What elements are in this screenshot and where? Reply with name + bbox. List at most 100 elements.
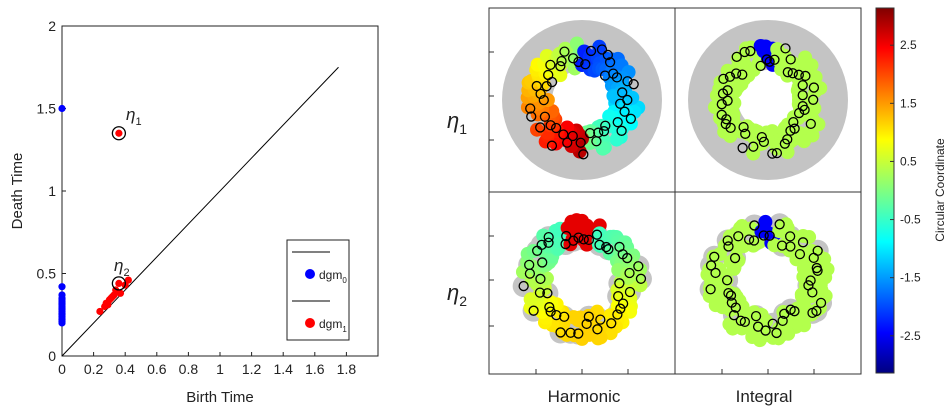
sample-point — [808, 94, 819, 105]
sample-point — [758, 136, 770, 148]
sample-point — [764, 56, 775, 67]
colorbar-gradient — [875, 7, 895, 374]
x-tick-label: 0 — [58, 361, 66, 377]
hole-h1 — [552, 70, 612, 130]
sample-point — [615, 303, 626, 314]
coordinate-sample — [746, 146, 761, 161]
sample-point — [535, 122, 546, 133]
sample-point — [724, 71, 736, 82]
sample-point — [812, 265, 823, 276]
eta1-symbol: η — [126, 105, 135, 124]
sample-point — [743, 234, 755, 245]
sample-point — [565, 327, 576, 338]
sample-point — [752, 321, 764, 332]
sample-point — [758, 230, 769, 241]
x-axis-label: Birth Time — [186, 389, 254, 406]
x-tick-label: 1.8 — [337, 361, 357, 377]
coordinate-sample — [802, 230, 817, 245]
sample-point — [524, 259, 535, 271]
legend-marker-dgm0 — [305, 269, 315, 279]
sample-point — [785, 241, 796, 252]
sample-point — [606, 318, 617, 329]
sample-point — [722, 235, 733, 246]
sample-point — [562, 137, 573, 148]
sample-point — [808, 252, 819, 264]
eta1-subscript: 1 — [135, 116, 141, 128]
coordinate-sample — [530, 122, 545, 137]
sample-point — [531, 80, 542, 92]
sample-point — [805, 275, 816, 286]
coordinate-sample — [566, 310, 581, 325]
sample-point — [728, 310, 740, 321]
sample-point — [799, 104, 810, 116]
sample-point — [785, 125, 796, 136]
sample-point — [608, 68, 619, 79]
col-label-integral: Integral — [736, 387, 793, 406]
sample-point — [771, 147, 783, 159]
coordinate-sample — [609, 132, 624, 147]
sample-point — [805, 118, 816, 130]
legend-dgm1-text: dgm — [319, 317, 342, 331]
sample-point — [748, 235, 760, 246]
legend-box — [286, 239, 350, 341]
colorbar-tick-label: 2.5 — [900, 38, 917, 52]
sample-point — [764, 230, 775, 241]
coordinate-sample — [526, 244, 541, 259]
x-tick-label: 1.2 — [242, 361, 262, 377]
coordinate-sample — [736, 239, 751, 254]
dgm1-point — [108, 293, 117, 301]
legend-dgm1-sub: 1 — [342, 325, 347, 334]
sample-point — [573, 232, 584, 243]
sample-point — [769, 54, 780, 65]
sample-point — [721, 275, 733, 286]
sample-point — [767, 148, 778, 159]
sample-point — [585, 45, 597, 57]
sample-point — [578, 234, 589, 245]
sample-point — [536, 239, 547, 251]
sample-point — [528, 305, 539, 316]
sample-point — [739, 316, 751, 328]
sample-point — [573, 328, 584, 339]
x-tick-label: 0.6 — [147, 361, 167, 377]
sample-point — [551, 309, 562, 321]
sample-point — [543, 231, 554, 243]
sample-point — [612, 117, 623, 128]
sample-point — [748, 141, 759, 152]
sample-point — [525, 103, 536, 114]
sample-point — [578, 149, 589, 160]
sample-point — [710, 267, 721, 279]
sample-point — [716, 109, 727, 120]
sample-point — [545, 306, 556, 317]
sample-point — [624, 286, 636, 298]
sample-point — [544, 302, 555, 313]
x-tick-label: 1 — [216, 361, 224, 377]
colorbar-tick-label: 0.5 — [900, 154, 917, 168]
sample-point — [550, 122, 562, 134]
row2-sub: 2 — [459, 293, 467, 309]
sample-point — [739, 46, 750, 58]
sample-point — [613, 291, 624, 302]
sample-point — [731, 51, 742, 62]
sample-point — [612, 309, 623, 320]
sample-point — [568, 235, 579, 246]
sample-point — [614, 278, 625, 289]
sample-point — [555, 61, 566, 72]
sample-point — [755, 60, 766, 72]
sample-point — [761, 54, 772, 65]
legend-dgm0-sub: 0 — [342, 276, 347, 285]
legend-dgm0-text: dgm — [319, 268, 342, 282]
sample-point — [604, 57, 616, 68]
sample-point — [767, 318, 778, 329]
dgm1-point — [124, 276, 132, 284]
sample-point — [539, 111, 551, 122]
eta1-label: η1 — [126, 105, 142, 128]
sample-point — [780, 43, 791, 54]
row1-sub: 1 — [459, 121, 467, 137]
sample-point — [526, 111, 537, 122]
sample-point — [774, 219, 785, 230]
sample-point — [777, 315, 788, 327]
dgm1-point — [96, 307, 104, 316]
legend: dgm0 dgm1 — [286, 239, 350, 341]
sample-point — [619, 106, 630, 117]
